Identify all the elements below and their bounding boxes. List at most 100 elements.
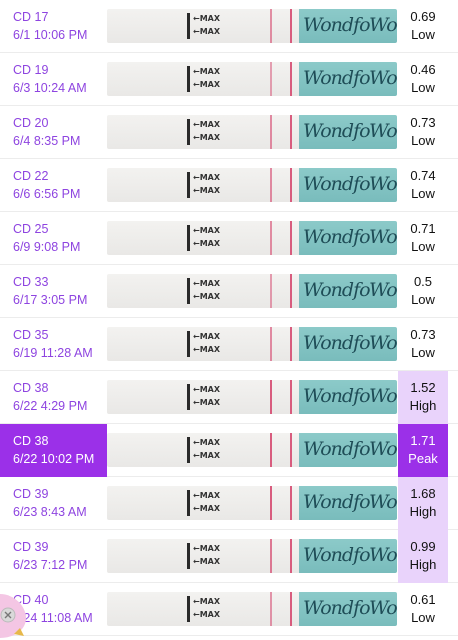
brand-logo: Wondfo — [303, 173, 371, 195]
brand-logo: Wondfo — [303, 491, 371, 513]
test-datetime: 6/9 9:08 PM — [13, 240, 81, 254]
test-row[interactable]: CD 406/24 11:08 AM←MAX←MAXWondfoWondfo 0.… — [0, 583, 458, 636]
max-marker: ←MAX — [193, 27, 221, 36]
control-line — [290, 221, 292, 255]
brand-logo: Wondfo — [369, 385, 397, 407]
test-datetime: 6/6 6:56 PM — [13, 187, 81, 201]
test-strip-image[interactable]: ←MAX ←MAX WondfoWondfo — [107, 380, 397, 414]
test-value: 0.73 Low — [398, 318, 448, 371]
test-strip-image[interactable]: ←MAX ←MAX WondfoWondfo — [107, 62, 397, 96]
cycle-day: CD 38 — [13, 381, 49, 395]
brand-logo: Wondfo — [303, 14, 371, 36]
test-ratio: 0.73 — [410, 115, 436, 130]
test-strip-image[interactable]: ←MAX ←MAX WondfoWondfo — [107, 221, 397, 255]
strip-handle — [299, 62, 397, 96]
test-datetime: 6/3 10:24 AM — [13, 81, 87, 95]
test-label: CD 39 6/23 7:12 PM — [0, 530, 107, 583]
test-strip-image[interactable]: ←MAX ←MAX WondfoWondfo — [107, 592, 397, 626]
test-strip-image[interactable]: ←MAX ←MAX WondfoWondfo — [107, 168, 397, 202]
max-marker: ←MAX — [193, 504, 221, 513]
test-row[interactable]: CD 386/22 4:29 PM←MAX←MAXWondfoWondfo1.5… — [0, 371, 458, 424]
test-row[interactable]: CD 356/19 11:28 AM←MAX←MAXWondfoWondfo0.… — [0, 318, 458, 371]
test-level: Low — [411, 186, 435, 201]
test-row[interactable]: CD 336/17 3:05 PM←MAX←MAXWondfoWondfo0.5… — [0, 265, 458, 318]
strip-paper — [107, 380, 299, 414]
strip-handle — [299, 592, 397, 626]
test-line — [270, 380, 272, 414]
test-row[interactable]: CD 196/3 10:24 AM←MAX←MAXWondfoWondfo0.4… — [0, 53, 458, 106]
test-strip-image[interactable]: ←MAX ←MAX WondfoWondfo — [107, 539, 397, 573]
control-line — [290, 62, 292, 96]
max-marker: ←MAX — [193, 120, 221, 129]
test-value: 1.71 Peak — [398, 424, 448, 477]
max-marker: ←MAX — [193, 186, 221, 195]
brand-logo: Wondfo — [369, 67, 397, 89]
strip-handle — [299, 221, 397, 255]
strip-max-bar — [187, 172, 190, 198]
cycle-day: CD 39 — [13, 487, 49, 501]
strip-paper — [107, 433, 299, 467]
test-line — [270, 539, 272, 573]
test-label: CD 33 6/17 3:05 PM — [0, 265, 107, 318]
control-line — [290, 380, 292, 414]
test-strip-image[interactable]: ←MAX ←MAX WondfoWondfo — [107, 327, 397, 361]
test-strip-image[interactable]: ←MAX ←MAX WondfoWondfo — [107, 274, 397, 308]
test-row[interactable]: CD 226/6 6:56 PM←MAX←MAXWondfoWondfo0.74… — [0, 159, 458, 212]
max-marker: ←MAX — [193, 451, 221, 460]
brand-logo: Wondfo — [303, 438, 371, 460]
strip-max-bar — [187, 278, 190, 304]
max-marker: ←MAX — [193, 398, 221, 407]
brand-logo: Wondfo — [369, 120, 397, 142]
strip-max-bar — [187, 13, 190, 39]
test-value: 0.71 Low — [398, 212, 448, 265]
strip-handle — [299, 486, 397, 520]
test-row[interactable]: CD 256/9 9:08 PM←MAX←MAXWondfoWondfo0.71… — [0, 212, 458, 265]
brand-logo: Wondfo — [369, 544, 397, 566]
test-ratio: 0.61 — [410, 592, 436, 607]
test-row[interactable]: CD 386/22 10:02 PM←MAX←MAXWondfoWondfo1.… — [0, 424, 458, 477]
test-label: CD 40 6/24 11:08 AM — [0, 583, 107, 636]
test-label: CD 22 6/6 6:56 PM — [0, 159, 107, 212]
max-marker: ←MAX — [193, 133, 221, 142]
test-label: CD 39 6/23 8:43 AM — [0, 477, 107, 530]
test-row[interactable]: CD 206/4 8:35 PM←MAX←MAXWondfoWondfo0.73… — [0, 106, 458, 159]
test-datetime: 6/24 11:08 AM — [13, 611, 93, 625]
test-row[interactable]: CD 176/1 10:06 PM←MAX←MAXWondfoWondfo0.6… — [0, 0, 458, 53]
test-value: 0.99 High — [398, 530, 448, 583]
control-line — [290, 539, 292, 573]
test-level: Low — [411, 345, 435, 360]
test-strip-image[interactable]: ←MAX ←MAX WondfoWondfo — [107, 115, 397, 149]
test-row[interactable]: CD 396/23 8:43 AM←MAX←MAXWondfoWondfo1.6… — [0, 477, 458, 530]
camera-overlay-icon[interactable] — [0, 588, 28, 640]
test-strip-image[interactable]: ←MAX ←MAX WondfoWondfo — [107, 486, 397, 520]
test-datetime: 6/1 10:06 PM — [13, 28, 88, 42]
test-row[interactable]: CD 396/23 7:12 PM←MAX←MAXWondfoWondfo0.9… — [0, 530, 458, 583]
brand-logo: Wondfo — [369, 332, 397, 354]
test-ratio: 1.68 — [410, 486, 436, 501]
brand-logo: Wondfo — [369, 14, 397, 36]
cycle-day: CD 17 — [13, 10, 49, 24]
max-marker: ←MAX — [193, 438, 221, 447]
max-marker: ←MAX — [193, 385, 221, 394]
cycle-day: CD 22 — [13, 169, 49, 183]
brand-logo: Wondfo — [369, 438, 397, 460]
test-ratio: 0.69 — [410, 9, 436, 24]
cycle-day: CD 20 — [13, 116, 49, 130]
strip-max-bar — [187, 119, 190, 145]
test-label: CD 17 6/1 10:06 PM — [0, 0, 107, 53]
test-ratio: 1.71 — [410, 433, 436, 448]
brand-logo: Wondfo — [303, 385, 371, 407]
test-strip-image[interactable]: ←MAX ←MAX WondfoWondfo — [107, 9, 397, 43]
test-datetime: 6/17 3:05 PM — [13, 293, 88, 307]
test-ratio: 0.71 — [410, 221, 436, 236]
test-strip-image[interactable]: ←MAX ←MAX WondfoWondfo — [107, 433, 397, 467]
strip-max-bar — [187, 596, 190, 622]
cycle-day: CD 35 — [13, 328, 49, 342]
test-line — [270, 433, 272, 467]
brand-logo: Wondfo — [369, 491, 397, 513]
control-line — [290, 168, 292, 202]
strip-paper — [107, 274, 299, 308]
brand-logo: Wondfo — [303, 544, 371, 566]
cycle-day: CD 33 — [13, 275, 49, 289]
